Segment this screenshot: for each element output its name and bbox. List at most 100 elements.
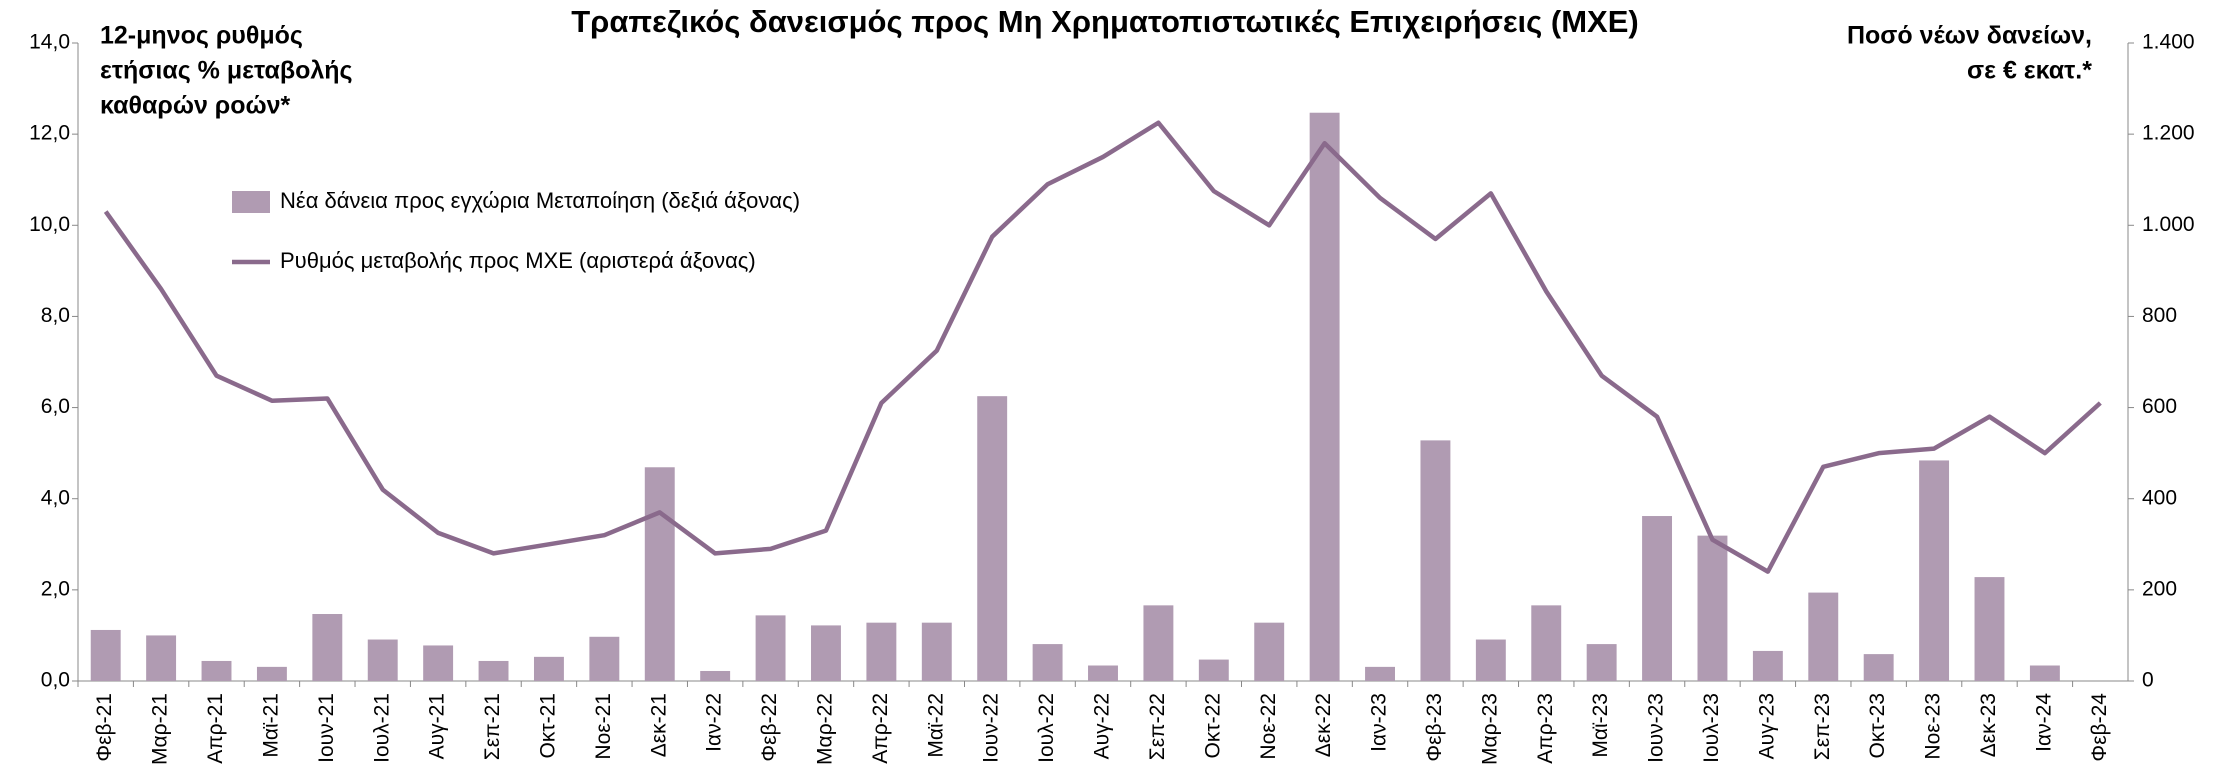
- x-tick-label: Ιουν-21: [315, 693, 338, 763]
- legend-label: Ρυθμός μεταβολής προς ΜΧΕ (αριστερά άξον…: [280, 248, 756, 273]
- x-tick-label: Απρ-22: [869, 693, 892, 764]
- y-axis-title: 12-μηνος ρυθμός: [100, 22, 303, 50]
- x-tick-label: Ιαν-22: [703, 693, 726, 752]
- yticks-label: 0,0: [41, 669, 70, 692]
- x-tick-label: Ιουλ-23: [1700, 693, 1723, 763]
- bar: [644, 467, 675, 681]
- bar: [1808, 592, 1839, 681]
- yticks-label: 6,0: [41, 395, 70, 418]
- x-tick-label: Μαϊ-21: [259, 693, 282, 758]
- bar: [2029, 665, 2060, 681]
- bar: [1365, 666, 1395, 681]
- x-tick-label: Απρ-23: [1534, 693, 1557, 764]
- bar: [1919, 460, 1950, 681]
- bar: [201, 660, 232, 681]
- bar: [312, 614, 343, 681]
- bar: [1752, 650, 1783, 681]
- line: [103, 120, 2102, 574]
- bar: [256, 666, 287, 681]
- yticks-label: 10,0: [29, 213, 70, 236]
- x-tick-label: Μαϊ-22: [924, 693, 947, 758]
- y-axis-title: καθαρών ροών*: [100, 92, 291, 120]
- y-axis-title: ετήσιας % μεταβολής: [100, 57, 353, 85]
- y2-axis-title: σε € εκατ.*: [1967, 57, 2092, 85]
- bar: [90, 629, 121, 681]
- x-tick-label: Μαρ-21: [149, 693, 172, 765]
- bar: [1475, 639, 1506, 681]
- yticks-label: 2,0: [41, 577, 70, 600]
- y2ticks-label: 600: [2142, 395, 2177, 418]
- yticks-label: 8,0: [41, 304, 70, 327]
- bar: [1420, 440, 1451, 681]
- bar: [1309, 112, 1340, 681]
- bar: [423, 645, 454, 681]
- bar: [811, 625, 841, 681]
- x-tick-label: Ιουν-23: [1645, 693, 1668, 763]
- x-tick-label: Δεκ-22: [1312, 693, 1335, 757]
- bar: [1254, 622, 1285, 681]
- x-tick-label: Ιουλ-21: [370, 693, 393, 763]
- bar: [1088, 665, 1118, 681]
- bar: [533, 656, 564, 681]
- x-tick-label: Σεπ-21: [481, 693, 504, 760]
- bar: [367, 639, 398, 681]
- bar: [1586, 644, 1617, 681]
- x-tick-label: Δεκ-23: [1977, 693, 2000, 757]
- y2-axis-title: Ποσό νέων δανείων,: [1847, 22, 2092, 50]
- x-tick-label: Ιουν-22: [980, 693, 1003, 763]
- bar: [1143, 605, 1174, 681]
- bar: [866, 622, 897, 681]
- x-tick-label: Ιουλ-22: [1035, 693, 1058, 763]
- y2ticks-label: 0: [2142, 669, 2154, 692]
- bar: [921, 622, 952, 681]
- bar: [1974, 577, 2005, 681]
- y2ticks-label: 200: [2142, 577, 2177, 600]
- y2ticks-label: 1.400: [2142, 31, 2195, 54]
- x-tick-label: Οκτ-22: [1201, 693, 1224, 758]
- x-tick-label: Ιαν-24: [2032, 693, 2055, 752]
- y2ticks-label: 1.000: [2142, 213, 2195, 236]
- x-tick-label: Νοε-22: [1257, 693, 1280, 760]
- y2ticks-label: 800: [2142, 304, 2177, 327]
- x-tick-label: Σεπ-22: [1146, 693, 1169, 760]
- bar: [589, 636, 620, 681]
- x-tick-label: Μαϊ-23: [1589, 693, 1612, 758]
- x-tick-label: Μαρ-23: [1478, 693, 1501, 765]
- x-tick-label: Φεβ-23: [1423, 693, 1446, 762]
- x-tick-label: Φεβ-22: [758, 693, 781, 762]
- x-tick-label: Νοε-23: [1922, 693, 1945, 760]
- bar: [977, 396, 1008, 681]
- x-tick-label: Οκτ-23: [1866, 693, 1889, 758]
- y2ticks-label: 1.200: [2142, 122, 2195, 145]
- bar: [1863, 654, 1894, 681]
- yticks-label: 12,0: [29, 122, 70, 145]
- x-tick-label: Φεβ-24: [2088, 693, 2111, 762]
- bar: [1531, 605, 1562, 681]
- yticks-label: 4,0: [41, 486, 70, 509]
- yticks-label: 14,0: [29, 31, 70, 54]
- x-tick-label: Ιαν-23: [1368, 693, 1391, 752]
- x-tick-label: Απρ-21: [204, 693, 227, 764]
- bar: [1032, 644, 1063, 681]
- x-tick-label: Αυγ-21: [426, 693, 449, 759]
- bar: [478, 660, 509, 681]
- x-tick-label: Σεπ-23: [1811, 693, 1834, 760]
- x-tick-label: Δεκ-21: [647, 693, 670, 757]
- bar: [700, 670, 731, 681]
- bar: [146, 635, 177, 681]
- bar: [755, 615, 786, 681]
- bar: [1642, 516, 1673, 681]
- x-tick-label: Αυγ-23: [1755, 693, 1778, 759]
- y2ticks-label: 400: [2142, 486, 2177, 509]
- x-tick-label: Αυγ-22: [1091, 693, 1114, 759]
- x-tick-label: Μαρ-22: [814, 693, 837, 765]
- x-tick-label: Φεβ-21: [93, 693, 116, 762]
- legend-swatch: [232, 191, 270, 213]
- chart-title: Τραπεζικός δανεισμός προς Μη Χρηματοπιστ…: [571, 4, 1638, 39]
- x-tick-label: Νοε-21: [592, 693, 615, 760]
- bar: [1198, 659, 1229, 681]
- bar: [1697, 535, 1728, 681]
- legend-label: Νέα δάνεια προς εγχώρια Μεταποίηση (δεξι…: [280, 188, 800, 213]
- x-tick-label: Οκτ-21: [536, 693, 559, 758]
